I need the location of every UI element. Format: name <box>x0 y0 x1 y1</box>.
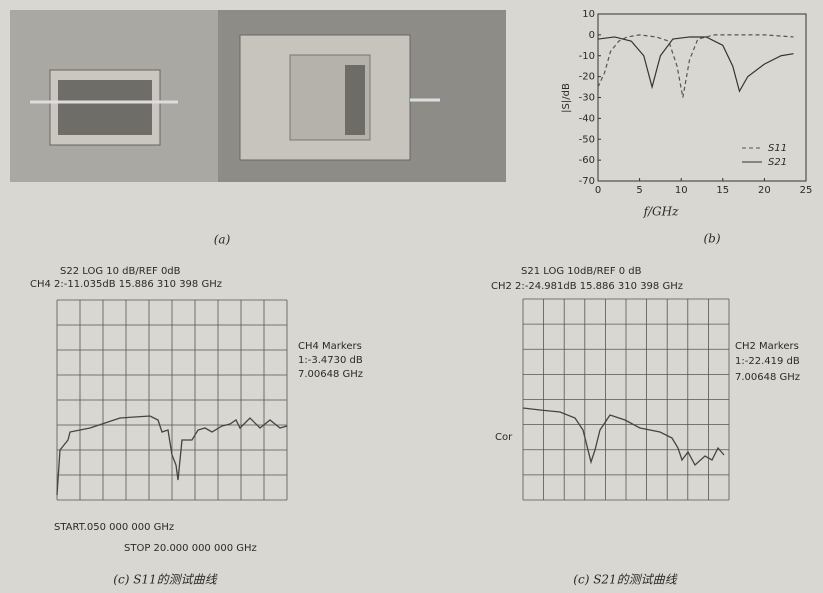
vna-start: START.050 000 000 GHz <box>54 522 174 533</box>
y-tick-label: -40 <box>579 113 595 124</box>
marker-value: 1:-22.419 dB <box>735 356 800 367</box>
vna-marker-line: CH2 2:-24.981dB 15.886 310 398 GHz <box>491 281 683 292</box>
vna-marker-line: CH4 2:-11.035dB 15.886 310 398 GHz <box>30 279 222 290</box>
y-tick-label: -20 <box>579 72 595 83</box>
page: (a) 0 5 10 15 20 25 10 0 -10 -20 -30 -40 -50 -60 -70 S1… <box>0 0 823 589</box>
x-axis-label: f/GHz <box>643 205 680 219</box>
x-tick-label: 5 <box>636 185 642 196</box>
side-label: Cor <box>495 432 513 443</box>
caption: (a) <box>214 233 231 247</box>
legend-label: S11 <box>768 143 787 154</box>
vna-stop: STOP 20.000 000 000 GHz <box>124 543 257 554</box>
photo <box>10 10 506 182</box>
marker-freq: 7.00648 GHz <box>735 372 800 383</box>
y-tick-label: -10 <box>579 51 595 62</box>
x-tick-label: 0 <box>595 185 601 196</box>
x-tick-label: 10 <box>675 185 688 196</box>
caption: (c) S21的测试曲线 <box>573 573 677 587</box>
y-tick-label: -70 <box>579 176 595 187</box>
caption: (b) <box>703 232 720 246</box>
marker-value: 1:-3.4730 dB <box>298 355 363 366</box>
marker-freq: 7.00648 GHz <box>298 369 363 380</box>
legend-label: S21 <box>768 157 787 168</box>
caption: (c) S11的测试曲线 <box>113 573 217 587</box>
y-tick-label: -60 <box>579 155 595 166</box>
vna-header: S21 LOG 10dB/REF 0 dB <box>521 266 642 277</box>
markers-title: CH2 Markers <box>735 341 799 352</box>
x-tick-label: 25 <box>800 185 813 196</box>
vna-header: S22 LOG 10 dB/REF 0dB <box>60 266 181 277</box>
y-tick-label: 0 <box>589 30 595 41</box>
y-tick-label: -30 <box>579 93 595 104</box>
y-axis-label: |S|/dB <box>561 83 572 113</box>
markers-title: CH4 Markers <box>298 341 362 352</box>
x-tick-label: 20 <box>758 185 771 196</box>
y-tick-label: 10 <box>582 9 595 20</box>
x-tick-label: 15 <box>716 185 729 196</box>
y-tick-label: -50 <box>579 134 595 145</box>
